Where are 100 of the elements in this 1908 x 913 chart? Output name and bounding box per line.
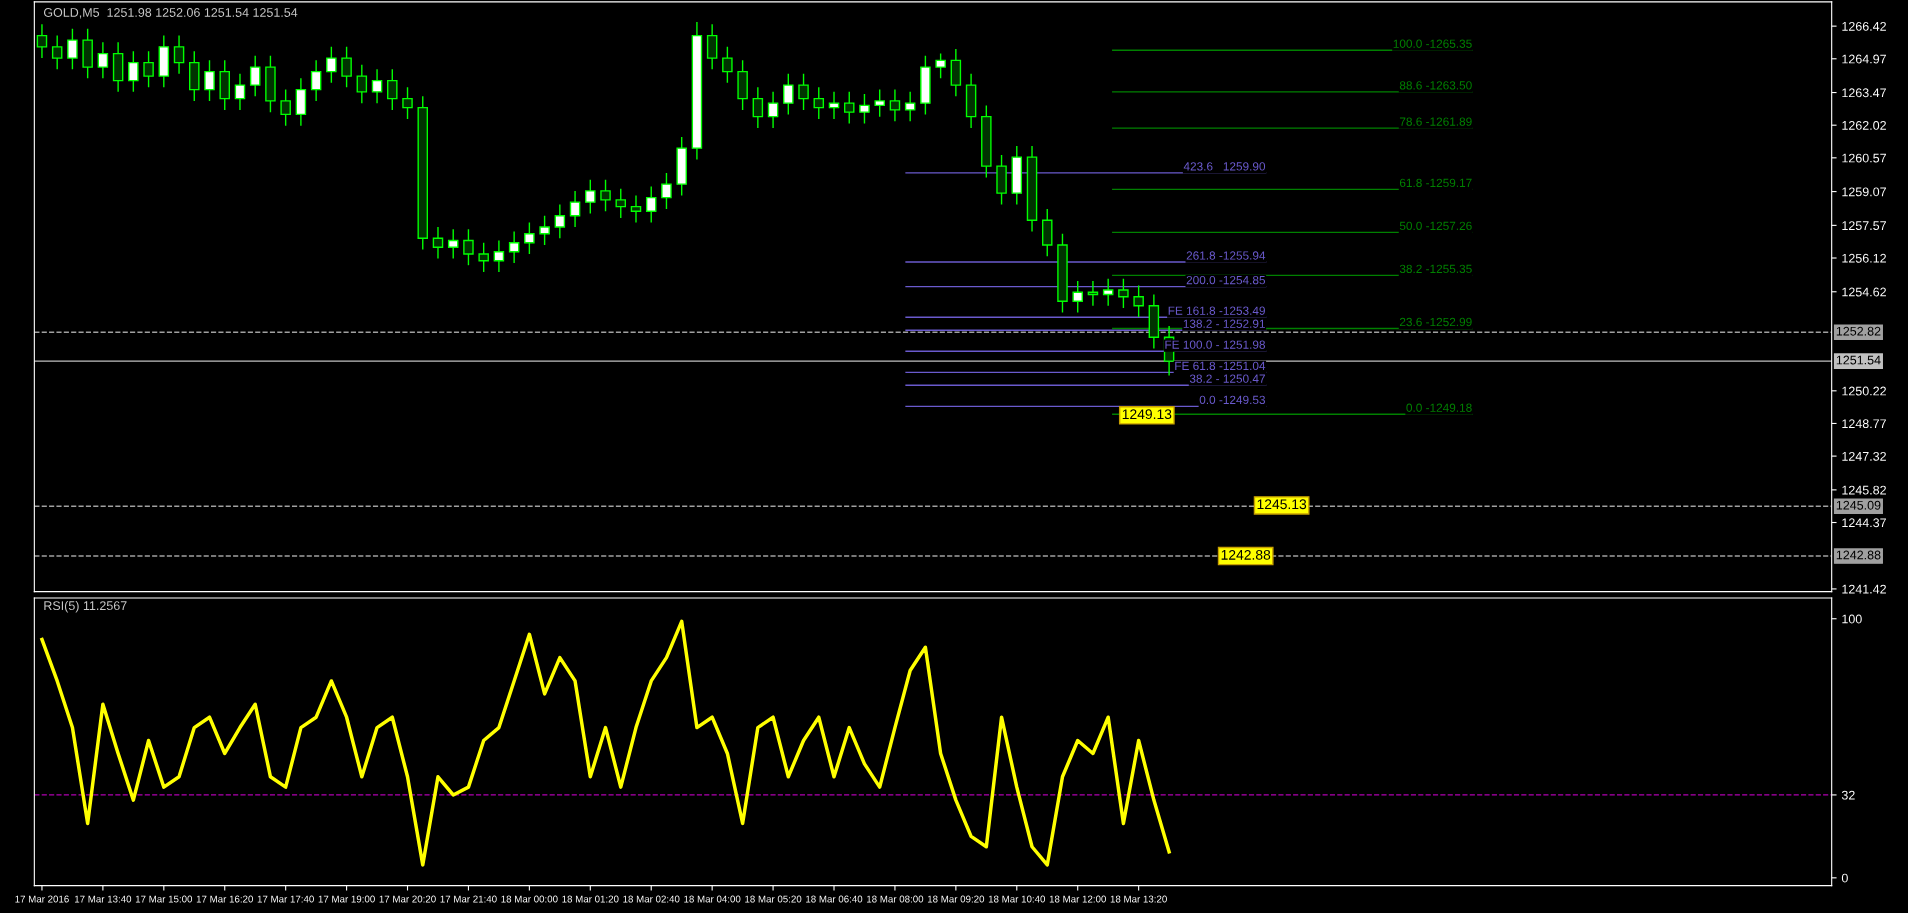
candlestick xyxy=(889,88,901,122)
candlestick xyxy=(600,178,611,212)
candlestick xyxy=(493,239,505,273)
ref-line-label: 1242.88 xyxy=(1836,550,1881,560)
y-tick-label: 1262.02 xyxy=(1842,120,1886,130)
candlestick xyxy=(204,59,215,102)
candlestick xyxy=(904,91,916,122)
candlestick xyxy=(661,172,672,210)
annotation: 1242.88 xyxy=(1221,549,1271,560)
candlestick xyxy=(234,73,246,111)
candlestick xyxy=(51,34,63,71)
candlestick xyxy=(569,190,581,228)
candlestick xyxy=(828,91,840,120)
x-tick-label: 17 Mar 2016 xyxy=(15,895,69,903)
x-tick-label: 18 Mar 00:00 xyxy=(501,895,558,903)
candlestick xyxy=(432,226,444,260)
annotation: 78.6 -1261.89 xyxy=(1399,117,1472,126)
y-tick-label: 1250.22 xyxy=(1842,386,1886,396)
candlestick xyxy=(341,46,352,89)
annotation: 38.2 -1255.35 xyxy=(1399,264,1472,274)
ref-line-label: 1252.82 xyxy=(1836,326,1881,336)
candlestick xyxy=(859,93,870,125)
candlestick xyxy=(67,28,78,71)
x-tick-label: 17 Mar 13:40 xyxy=(74,895,132,903)
candlestick xyxy=(280,88,291,127)
annotation: 423.6 1259.90 xyxy=(1183,162,1266,171)
annotation: 23.6 -1252.99 xyxy=(1399,317,1472,327)
x-tick-label: 18 Mar 04:00 xyxy=(684,895,741,903)
candlestick xyxy=(524,221,535,255)
annotation: 0.0 -1249.53 xyxy=(1199,395,1266,405)
y-tick-label: 1247.32 xyxy=(1842,451,1886,461)
y-tick-label: 1254.62 xyxy=(1842,287,1886,297)
x-tick-label: 18 Mar 05:20 xyxy=(745,895,802,903)
y-tick-label: 1248.77 xyxy=(1842,419,1886,429)
x-tick-label: 18 Mar 10:40 xyxy=(988,895,1046,903)
candlestick xyxy=(173,34,185,75)
y-tick-label: 1257.57 xyxy=(1842,221,1886,231)
candlestick xyxy=(706,23,718,71)
candlestick xyxy=(143,50,154,89)
ref-line-label: 1251.54 xyxy=(1836,355,1881,365)
y-tick-label: 1245.82 xyxy=(1842,485,1886,495)
annotation: 138.2 - 1252.91 xyxy=(1183,319,1265,328)
x-tick-label: 18 Mar 13:20 xyxy=(1110,895,1167,903)
candlestick xyxy=(645,185,657,224)
chart-title: GOLD,M5 1251.98 1252.06 1251.54 1251.54 xyxy=(43,8,298,19)
annotation: FE 161.8 -1253.49 xyxy=(1168,306,1265,315)
annotation: FE 100.0 - 1251.98 xyxy=(1165,340,1266,349)
candlestick xyxy=(1133,284,1144,318)
candlestick xyxy=(843,91,855,125)
y-tick-label: 1241.42 xyxy=(1842,584,1886,594)
y-tick-label: 1260.57 xyxy=(1842,153,1886,163)
y-tick-label: 32 xyxy=(1841,790,1855,800)
y-tick-label: 0 xyxy=(1841,873,1848,883)
candlestick xyxy=(813,86,825,120)
x-tick-label: 17 Mar 15:00 xyxy=(135,895,193,903)
line-series xyxy=(40,619,1171,867)
candlestick xyxy=(310,59,322,102)
annotation: FE 61.8 -1251.04 xyxy=(1175,361,1266,371)
x-tick-label: 17 Mar 17:40 xyxy=(257,895,314,903)
x-tick-label: 18 Mar 06:40 xyxy=(806,895,863,903)
candlestick xyxy=(1102,278,1114,307)
candlestick xyxy=(387,68,398,111)
x-tick-label: 18 Mar 08:00 xyxy=(867,895,924,903)
x-tick-label: 18 Mar 02:40 xyxy=(623,895,680,903)
candlestick xyxy=(798,73,809,111)
y-tick-label: 1264.97 xyxy=(1842,54,1886,64)
x-tick-label: 18 Mar 12:00 xyxy=(1049,895,1106,903)
candlestick xyxy=(478,242,489,273)
candlestick xyxy=(402,86,413,120)
annotation: 261.8 -1255.94 xyxy=(1186,251,1266,260)
candlestick xyxy=(874,88,885,118)
candlestick xyxy=(36,23,48,59)
y-tick-label: 1266.42 xyxy=(1842,21,1886,31)
candlestick xyxy=(463,228,474,266)
y-tick-label: 100 xyxy=(1842,614,1862,624)
candlestick xyxy=(356,64,368,104)
annotation: 61.8 -1259.17 xyxy=(1399,178,1472,188)
y-tick-label: 1244.37 xyxy=(1842,518,1886,528)
candlestick xyxy=(1072,280,1083,314)
candlestick xyxy=(783,73,794,116)
x-tick-label: 17 Mar 21:40 xyxy=(440,895,497,903)
annotation: 0.0 -1249.18 xyxy=(1406,403,1472,412)
candlestick xyxy=(630,194,642,224)
candlestick xyxy=(539,214,550,246)
ref-line-label: 1245.09 xyxy=(1836,500,1881,510)
candlestick xyxy=(371,68,383,104)
candlestick xyxy=(722,46,733,84)
chart-title: RSI(5) 11.2567 xyxy=(44,600,127,613)
candlestick xyxy=(554,203,566,239)
candlestick xyxy=(326,46,337,84)
candlestick xyxy=(935,52,946,80)
candlestick xyxy=(585,178,596,215)
y-tick-label: 1263.47 xyxy=(1842,88,1886,98)
candlestick xyxy=(752,86,764,129)
x-tick-label: 17 Mar 19:00 xyxy=(318,895,375,903)
annotation: 1249.13 xyxy=(1122,409,1172,420)
x-tick-label: 18 Mar 09:20 xyxy=(927,895,985,903)
annotation: 200.0 -1254.85 xyxy=(1186,275,1266,285)
annotation: 50.0 -1257.26 xyxy=(1399,221,1472,231)
x-tick-label: 18 Mar 01:20 xyxy=(562,895,619,903)
